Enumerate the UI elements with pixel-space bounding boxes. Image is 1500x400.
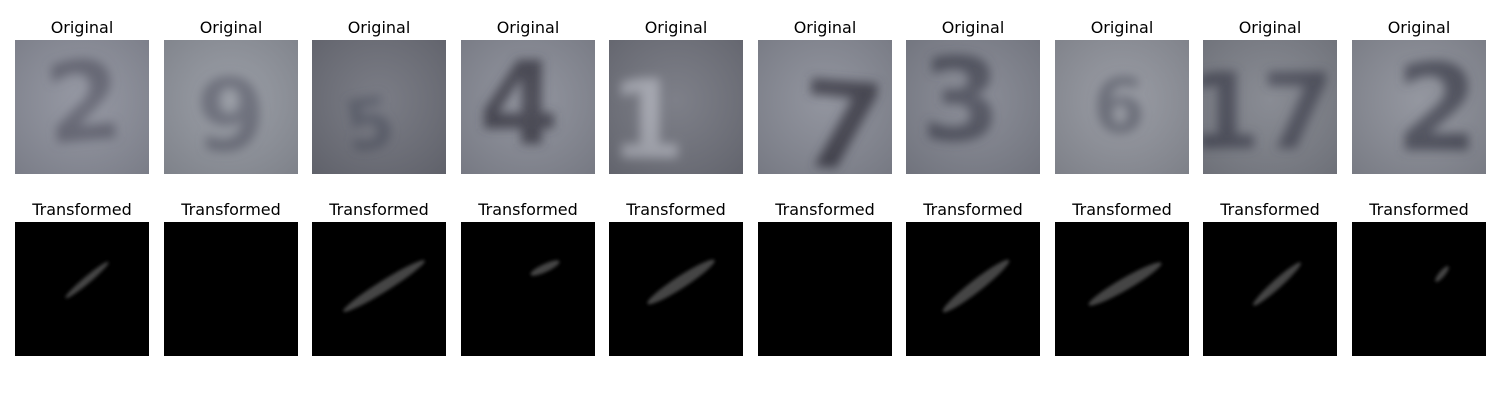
photo-shading (312, 40, 446, 174)
image-title: Original (1090, 18, 1154, 37)
digit-photo: 2 (15, 40, 149, 174)
transformed-canvas (164, 222, 298, 356)
original-image: 4 (461, 40, 595, 174)
transformed-canvas (15, 222, 149, 356)
transformed-image (609, 222, 743, 356)
image-title: Original (644, 18, 708, 37)
transformed-image (164, 222, 298, 356)
transformed-canvas (758, 222, 892, 356)
image-title: Transformed (329, 200, 429, 219)
image-title: Original (199, 18, 263, 37)
streak-mark (530, 260, 560, 276)
transformed-image (1055, 222, 1189, 356)
digit-photo: 17 (1203, 40, 1337, 174)
transformed-image (312, 222, 446, 356)
transformed-canvas (609, 222, 743, 356)
photo-shading (461, 40, 595, 174)
transformed-canvas (1203, 222, 1337, 356)
image-title: Transformed (1369, 200, 1469, 219)
image-title: Original (793, 18, 857, 37)
streak-mark (647, 259, 715, 305)
streak-mark (343, 260, 425, 312)
image-title: Original (347, 18, 411, 37)
image-title: Transformed (478, 200, 578, 219)
original-image: 2 (1352, 40, 1486, 174)
streak-mark (1253, 262, 1301, 306)
black-background (461, 222, 595, 356)
transformed-image (758, 222, 892, 356)
digit-photo: 6 (1055, 40, 1189, 174)
black-background (15, 222, 149, 356)
streak-mark (65, 261, 109, 299)
digit-photo: 2 (1352, 40, 1486, 174)
transformed-canvas (1352, 222, 1486, 356)
streak-mark (942, 259, 1010, 313)
digit-photo: 3 (906, 40, 1040, 174)
original-image: 3 (906, 40, 1040, 174)
image-title: Original (496, 18, 560, 37)
photo-shading (1203, 40, 1337, 174)
photo-shading (758, 40, 892, 174)
image-title: Transformed (626, 200, 726, 219)
photo-shading (1055, 40, 1189, 174)
digit-photo: 4 (461, 40, 595, 174)
transformed-canvas (906, 222, 1040, 356)
transformed-image (906, 222, 1040, 356)
original-image: 5 (312, 40, 446, 174)
transformed-canvas (312, 222, 446, 356)
transformed-image (15, 222, 149, 356)
photo-shading (1352, 40, 1486, 174)
image-title: Transformed (32, 200, 132, 219)
image-title: Transformed (1072, 200, 1172, 219)
image-title: Original (1387, 18, 1451, 37)
image-title: Transformed (923, 200, 1023, 219)
photo-shading (609, 40, 743, 174)
photo-shading (906, 40, 1040, 174)
transformed-image (461, 222, 595, 356)
original-image: 2 (15, 40, 149, 174)
original-image: 7 (758, 40, 892, 174)
transformed-image (1352, 222, 1486, 356)
transformed-image (1203, 222, 1337, 356)
original-image: 9 (164, 40, 298, 174)
photo-shading (15, 40, 149, 174)
transformed-canvas (1055, 222, 1189, 356)
streak-mark (1435, 266, 1449, 282)
image-title: Original (941, 18, 1005, 37)
image-title: Transformed (181, 200, 281, 219)
original-image: 6 (1055, 40, 1189, 174)
digit-photo: 5 (312, 40, 446, 174)
image-title: Original (1238, 18, 1302, 37)
image-title: Transformed (1220, 200, 1320, 219)
digit-photo: 9 (164, 40, 298, 174)
digit-photo: 1 (609, 40, 743, 174)
photo-shading (164, 40, 298, 174)
original-image: 17 (1203, 40, 1337, 174)
streak-mark (1088, 262, 1162, 306)
black-background (1352, 222, 1486, 356)
image-title: Original (50, 18, 114, 37)
black-background (164, 222, 298, 356)
black-background (758, 222, 892, 356)
image-title: Transformed (775, 200, 875, 219)
original-image: 1 (609, 40, 743, 174)
digit-photo: 7 (758, 40, 892, 174)
transformed-canvas (461, 222, 595, 356)
